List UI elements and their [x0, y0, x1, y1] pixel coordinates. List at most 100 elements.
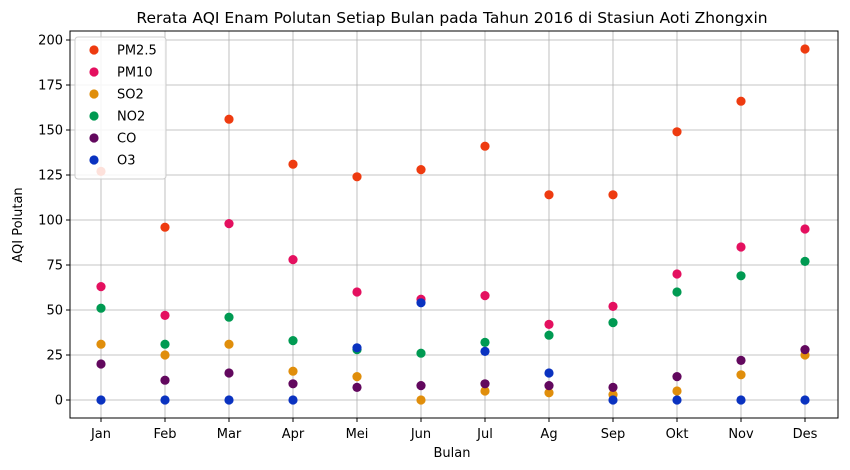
plot-frame: [69, 30, 839, 419]
grid: [70, 31, 838, 418]
legend-label: NO2: [117, 110, 145, 125]
data-point: [224, 339, 234, 349]
series-pm10: [96, 219, 810, 329]
data-point: [288, 366, 298, 376]
data-point: [672, 395, 682, 405]
x-tick-label: Mar: [217, 427, 242, 442]
data-point: [544, 190, 554, 200]
series-no2: [96, 256, 810, 358]
y-tick-label: 150: [38, 124, 63, 139]
legend-marker: [89, 45, 99, 55]
data-point: [416, 165, 426, 175]
x-tick-label: Ag: [540, 427, 557, 442]
data-point: [672, 372, 682, 382]
data-point: [160, 395, 170, 405]
data-point: [672, 287, 682, 297]
x-tick-label: Nov: [728, 427, 754, 442]
data-point: [736, 395, 746, 405]
legend-marker: [89, 133, 99, 143]
legend-label: SO2: [117, 88, 144, 103]
legend-marker: [89, 89, 99, 99]
y-axis-label: AQI Polutan: [11, 187, 26, 262]
data-point: [672, 269, 682, 279]
legend-marker: [89, 111, 99, 121]
data-point: [288, 255, 298, 265]
data-point: [608, 301, 618, 311]
y-axis: 0 25 50 75 100 125 150 175 200: [38, 34, 70, 409]
x-tick-label: Okt: [666, 427, 689, 442]
data-point: [96, 395, 106, 405]
series-co: [96, 345, 810, 392]
data-point: [608, 382, 618, 392]
data-point: [352, 287, 362, 297]
legend: PM2.5 PM10 SO2 NO2 CO O3: [74, 36, 167, 180]
y-tick-label: 75: [46, 259, 63, 274]
data-point: [160, 350, 170, 360]
data-point: [736, 355, 746, 365]
data-point: [416, 381, 426, 391]
data-point: [416, 298, 426, 308]
data-point: [544, 388, 554, 398]
data-point: [736, 96, 746, 106]
data-point: [160, 339, 170, 349]
data-point: [608, 190, 618, 200]
series-o3: [96, 298, 810, 405]
x-tick-label: Jan: [90, 427, 111, 442]
data-point: [288, 336, 298, 346]
data-point: [480, 141, 490, 151]
chart-title: Rerata AQI Enam Polutan Setiap Bulan pad…: [136, 9, 767, 27]
data-point: [96, 359, 106, 369]
legend-marker: [89, 67, 99, 77]
x-tick-label: Des: [793, 427, 818, 442]
y-tick-label: 25: [46, 349, 63, 364]
data-point: [544, 368, 554, 378]
data-point: [416, 348, 426, 358]
series-pm25: [96, 44, 810, 232]
data-point: [96, 339, 106, 349]
series-so2: [96, 339, 810, 405]
y-tick-label: 0: [55, 394, 63, 409]
data-point: [480, 291, 490, 301]
data-point: [352, 382, 362, 392]
data-point: [800, 395, 810, 405]
data-point: [288, 159, 298, 169]
data-point: [608, 395, 618, 405]
data-point: [352, 343, 362, 353]
data-point: [288, 379, 298, 389]
data-point: [736, 271, 746, 281]
x-tick-label: Sep: [601, 427, 626, 442]
data-point: [160, 375, 170, 385]
data-point: [480, 346, 490, 356]
y-tick-label: 50: [46, 304, 63, 319]
legend-label: PM2.5: [117, 44, 157, 59]
data-point: [480, 337, 490, 347]
y-tick-label: 125: [38, 169, 63, 184]
x-axis: Jan Feb Mar Apr Mei Jun Jul Ag Sep Okt Nov Des: [90, 418, 818, 442]
data-point: [544, 330, 554, 340]
data-point: [800, 256, 810, 266]
x-tick-label: Jun: [410, 427, 431, 442]
data-point: [800, 224, 810, 234]
data-point: [160, 222, 170, 232]
data-point: [96, 303, 106, 313]
data-point: [224, 219, 234, 229]
y-tick-label: 200: [38, 34, 63, 49]
data-point: [672, 127, 682, 137]
x-axis-label: Bulan: [434, 446, 471, 461]
data-point: [224, 395, 234, 405]
data-point: [736, 242, 746, 252]
legend-label: PM10: [117, 66, 153, 81]
data-point: [672, 386, 682, 396]
data-point: [224, 368, 234, 378]
data-point: [608, 318, 618, 328]
data-point: [352, 172, 362, 182]
data-point: [800, 44, 810, 54]
legend-marker: [89, 155, 99, 165]
data-point: [224, 312, 234, 322]
data-point: [160, 310, 170, 320]
x-tick-label: Mei: [346, 427, 369, 442]
y-tick-label: 175: [38, 79, 63, 94]
data-point: [352, 372, 362, 382]
